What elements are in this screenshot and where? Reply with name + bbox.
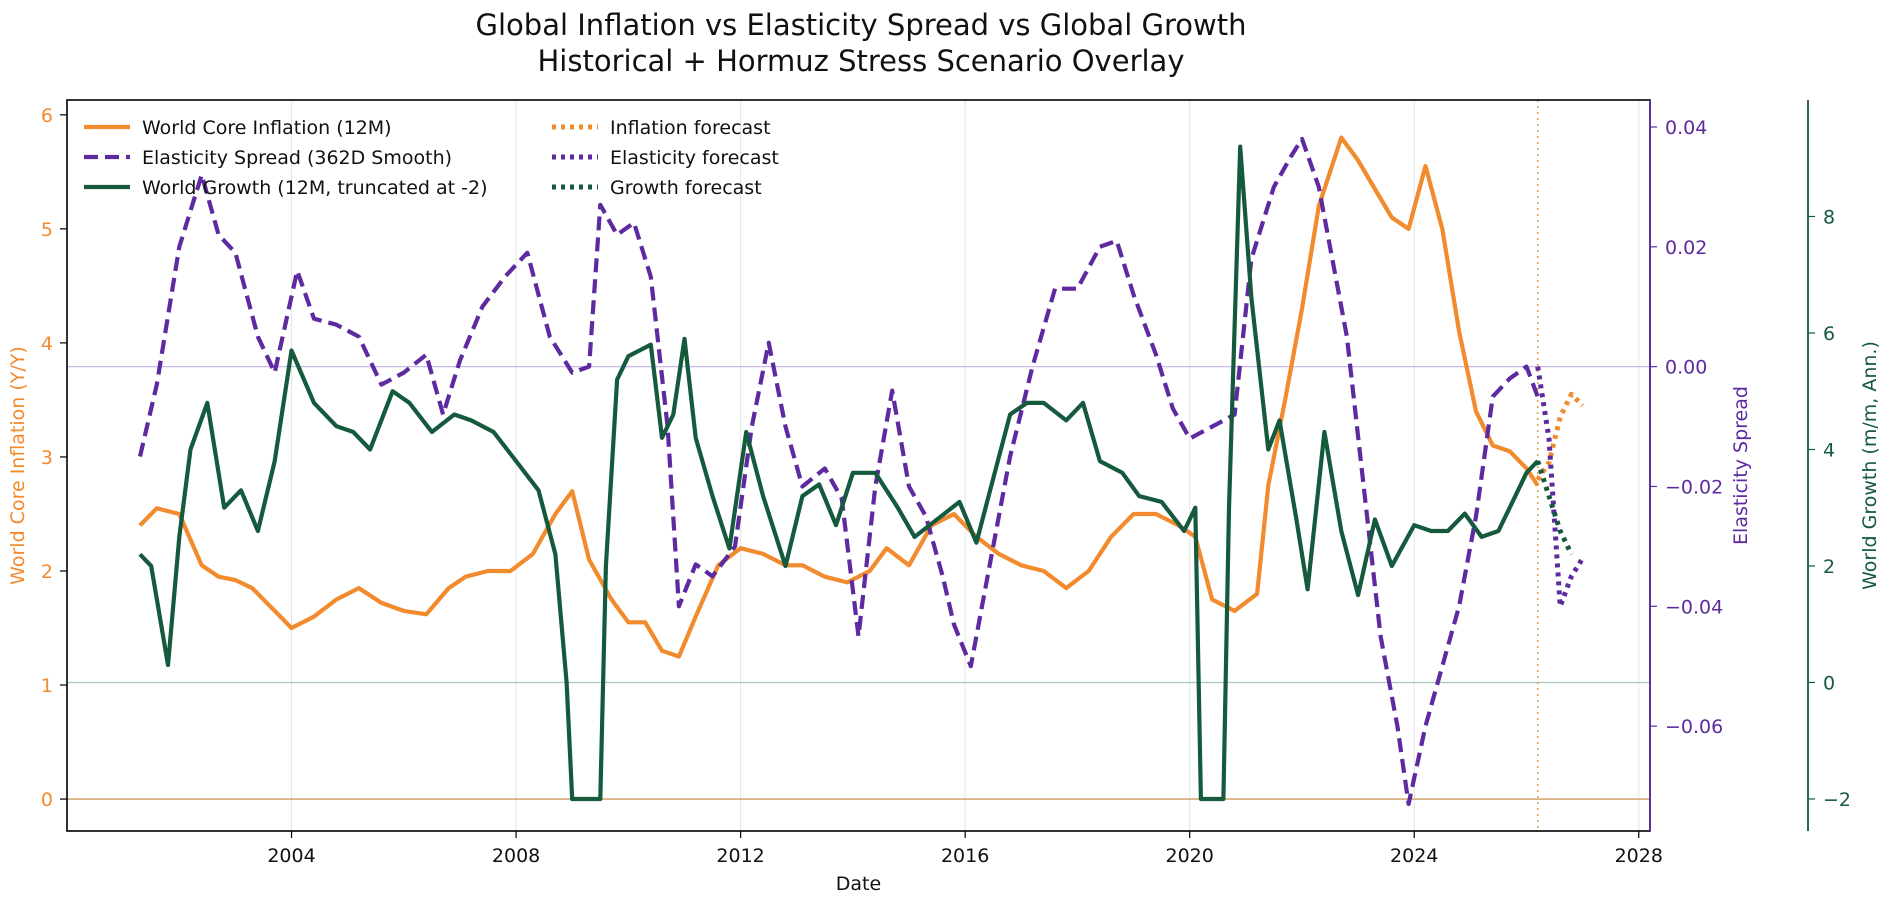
right2-axis-label: World Growth (m/m, Ann.) [1859,341,1881,590]
legend-label-3: Inflation forecast [610,117,771,139]
left-tick-label: 1 [41,675,53,697]
series-line-0 [138,135,1540,659]
legend-label-2: World Growth (12M, truncated at -2) [142,177,488,199]
right2-tick-label: 6 [1823,323,1835,345]
series-line-3 [1535,391,1585,482]
x-tick-label: 2008 [492,845,540,867]
series-line-1 [137,136,1540,807]
right1-tick-label: −0.06 [1665,716,1723,738]
series-line-4 [1535,366,1585,609]
x-tick-label: 2012 [716,845,764,867]
right1-axis-label: Elasticity Spread [1730,386,1752,545]
x-tick-label: 2028 [1615,845,1663,867]
right1-tick-label: 0.00 [1665,357,1707,379]
left-tick-label: 2 [41,561,53,583]
right1-tick-label: 0.04 [1665,117,1707,139]
left-axis-label: World Core Inflation (Y/Y) [7,346,29,585]
left-tick-label: 0 [41,789,53,811]
left-tick-label: 5 [41,219,53,241]
legend-label-0: World Core Inflation (12M) [142,117,392,139]
right2-tick-label: 0 [1823,672,1835,694]
legend-label-5: Growth forecast [610,177,762,199]
right2-tick-label: 2 [1823,556,1835,578]
chart-title: Global Inflation vs Elasticity Spread vs… [475,8,1247,42]
right1-tick-label: −0.04 [1665,596,1723,618]
x-axis-label: Date [836,873,881,895]
left-tick-label: 3 [41,447,53,469]
x-tick-label: 2016 [941,845,989,867]
right2-tick-label: −2 [1823,789,1851,811]
right1-tick-label: −0.02 [1665,476,1723,498]
left-tick-label: 4 [41,333,53,355]
x-tick-label: 2004 [267,845,315,867]
chart-subtitle: Historical + Hormuz Stress Scenario Over… [537,44,1185,78]
series-line-5 [1535,460,1574,556]
right2-tick-label: 4 [1823,439,1835,461]
x-tick-label: 2020 [1166,845,1214,867]
left-tick-label: 6 [41,105,53,127]
right1-tick-label: 0.02 [1665,237,1707,259]
legend-label-4: Elasticity forecast [610,147,779,169]
x-tick-label: 2024 [1390,845,1438,867]
legend-label-1: Elasticity Spread (362D Smooth) [142,147,452,169]
series-line-2 [138,144,1540,802]
right2-tick-label: 8 [1823,206,1835,228]
